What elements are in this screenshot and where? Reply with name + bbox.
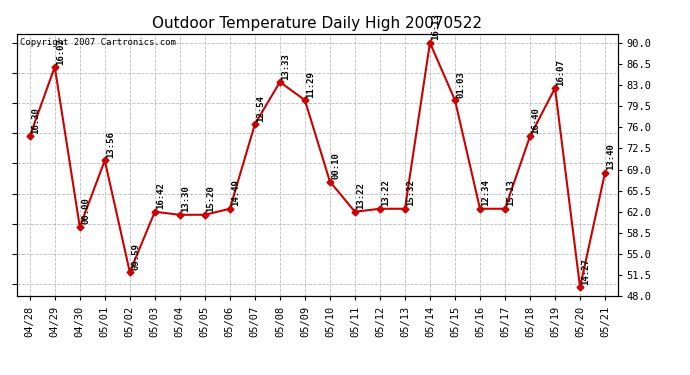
- Text: 13:22: 13:22: [356, 183, 365, 209]
- Text: 14:27: 14:27: [581, 258, 590, 285]
- Text: 14:49: 14:49: [231, 180, 240, 206]
- Text: 16:02: 16:02: [56, 38, 65, 64]
- Text: 12:34: 12:34: [481, 180, 490, 206]
- Text: Copyright 2007 Cartronics.com: Copyright 2007 Cartronics.com: [20, 38, 176, 47]
- Text: 11:29: 11:29: [306, 71, 315, 98]
- Text: 16:07: 16:07: [556, 59, 565, 86]
- Text: 00:00: 00:00: [81, 198, 90, 225]
- Text: 16:13: 16:13: [431, 13, 440, 40]
- Title: Outdoor Temperature Daily High 20070522: Outdoor Temperature Daily High 20070522: [152, 16, 482, 31]
- Text: 13:30: 13:30: [181, 186, 190, 212]
- Text: 13:56: 13:56: [106, 131, 115, 158]
- Text: 00:10: 00:10: [331, 152, 340, 179]
- Text: 15:32: 15:32: [406, 180, 415, 206]
- Text: 13:22: 13:22: [381, 180, 390, 206]
- Text: 15:13: 15:13: [506, 180, 515, 206]
- Text: 15:20: 15:20: [206, 186, 215, 212]
- Text: 13:40: 13:40: [607, 143, 615, 170]
- Text: 12:54: 12:54: [256, 95, 265, 122]
- Text: 13:33: 13:33: [281, 53, 290, 80]
- Text: 09:59: 09:59: [131, 243, 140, 270]
- Text: 16:40: 16:40: [531, 107, 540, 134]
- Text: 16:42: 16:42: [156, 183, 165, 209]
- Text: 16:30: 16:30: [31, 107, 40, 134]
- Text: 01:03: 01:03: [456, 71, 465, 98]
